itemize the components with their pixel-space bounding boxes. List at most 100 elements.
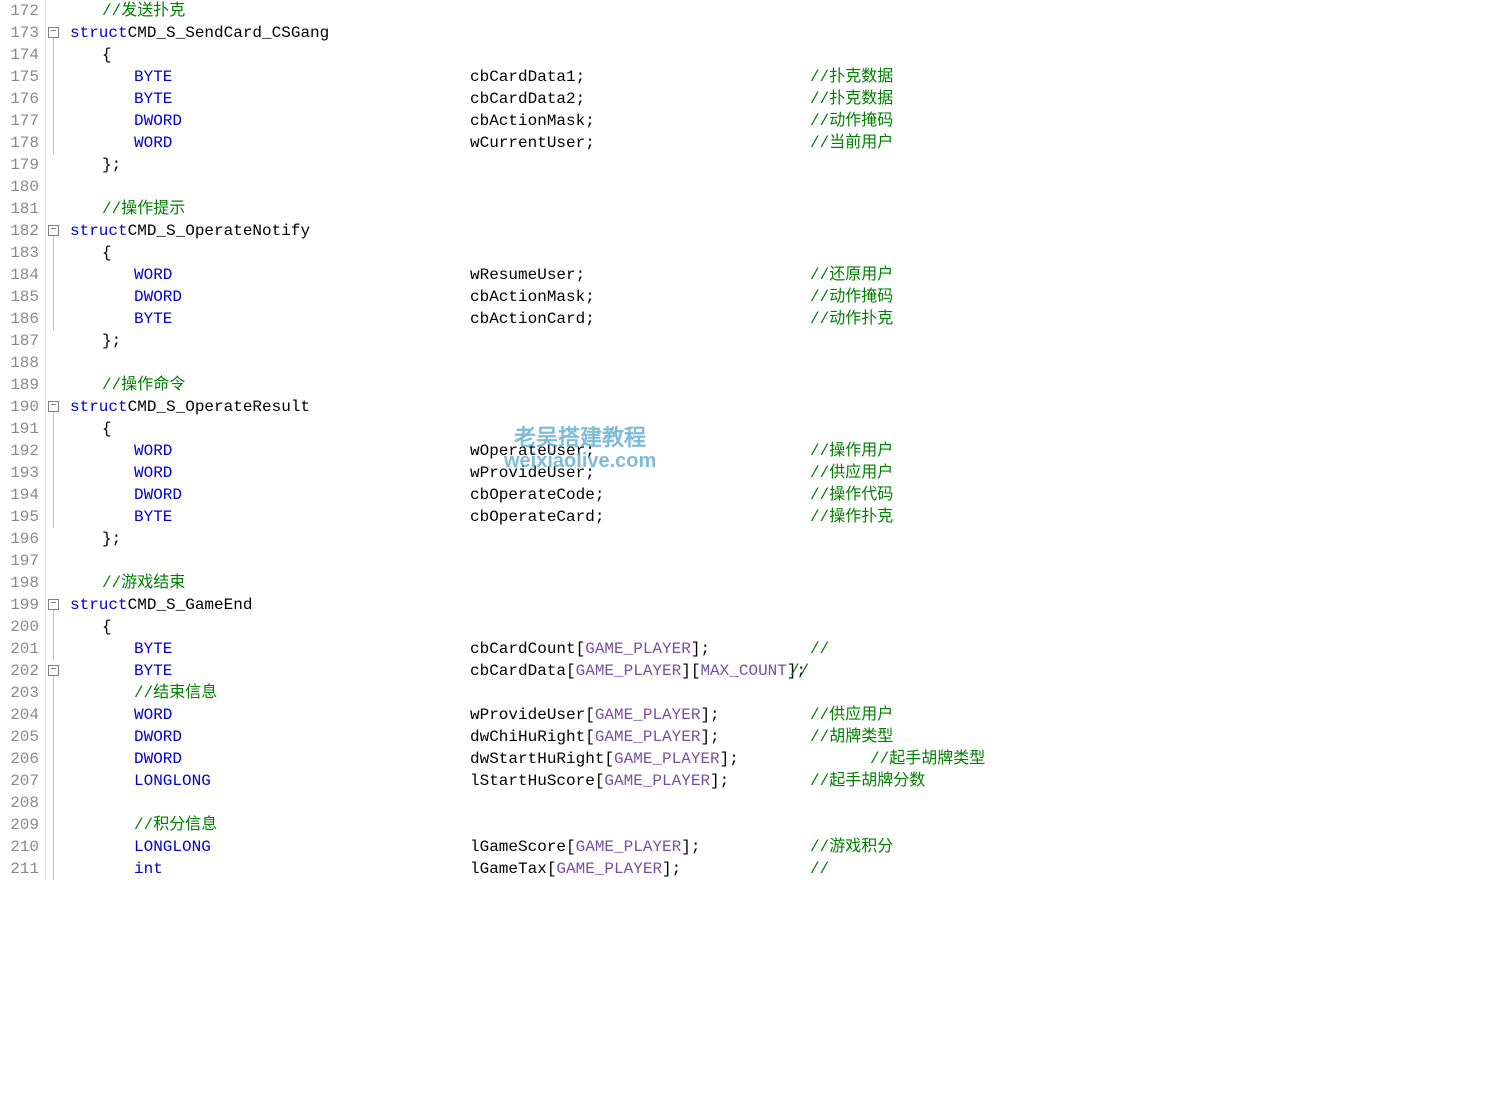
code-line[interactable]: struct CMD_S_GameEnd (70, 594, 1486, 616)
code-line[interactable] (70, 176, 1486, 198)
code-line[interactable]: WORDwProvideUser[GAME_PLAYER];//供应用户 (70, 704, 1486, 726)
field-name: cbCardData[GAME_PLAYER][MAX_COUNT]; (470, 660, 806, 682)
code-line[interactable]: //操作提示 (70, 198, 1486, 220)
code-line[interactable]: }; (70, 330, 1486, 352)
code-line[interactable]: BYTEcbCardData1;//扑克数据 (70, 66, 1486, 88)
inline-comment: //扑克数据 (810, 88, 893, 110)
brace: }; (102, 330, 121, 352)
line-number: 192 (4, 440, 39, 462)
inline-comment: // (790, 660, 809, 682)
line-number: 206 (4, 748, 39, 770)
line-number: 186 (4, 308, 39, 330)
fold-guide (53, 814, 54, 836)
line-number: 178 (4, 132, 39, 154)
code-line[interactable]: DWORDcbActionMask;//动作掩码 (70, 110, 1486, 132)
line-number: 207 (4, 770, 39, 792)
fold-guide (53, 682, 54, 704)
fold-toggle-icon[interactable]: − (48, 401, 59, 412)
code-line[interactable]: WORDwCurrentUser;//当前用户 (70, 132, 1486, 154)
code-line[interactable]: //游戏结束 (70, 572, 1486, 594)
comment: //操作提示 (102, 198, 185, 220)
keyword: struct (70, 22, 128, 44)
comment: //游戏结束 (102, 572, 185, 594)
type-keyword: WORD (134, 264, 172, 286)
code-line[interactable]: //发送扑克 (70, 0, 1486, 22)
field-name: cbCardCount[GAME_PLAYER]; (470, 638, 710, 660)
code-line[interactable]: }; (70, 528, 1486, 550)
type-keyword: BYTE (134, 66, 172, 88)
fold-column[interactable]: − − − − − (46, 0, 64, 880)
struct-name: CMD_S_GameEnd (128, 594, 253, 616)
code-line[interactable]: DWORDdwStartHuRight[GAME_PLAYER];//起手胡牌类… (70, 748, 1486, 770)
code-line[interactable] (70, 792, 1486, 814)
code-line[interactable] (70, 352, 1486, 374)
code-editor[interactable]: 1721731741751761771781791801811821831841… (0, 0, 1486, 880)
code-area[interactable]: 老吴搭建教程 weixiaolive.com //发送扑克struct CMD_… (64, 0, 1486, 880)
code-line[interactable]: //操作命令 (70, 374, 1486, 396)
code-line[interactable]: WORDwResumeUser;//还原用户 (70, 264, 1486, 286)
field-name: lGameScore[GAME_PLAYER]; (470, 836, 700, 858)
field-name: lGameTax[GAME_PLAYER]; (470, 858, 681, 880)
code-line[interactable]: struct CMD_S_SendCard_CSGang (70, 22, 1486, 44)
struct-name: CMD_S_SendCard_CSGang (128, 22, 330, 44)
line-number: 211 (4, 858, 39, 880)
fold-guide (53, 44, 54, 66)
line-number: 176 (4, 88, 39, 110)
code-line[interactable]: }; (70, 154, 1486, 176)
code-line[interactable]: WORDwProvideUser;//供应用户 (70, 462, 1486, 484)
fold-toggle-icon[interactable]: − (48, 27, 59, 38)
brace: { (102, 616, 112, 638)
code-line[interactable]: LONGLONGlGameScore[GAME_PLAYER];//游戏积分 (70, 836, 1486, 858)
code-line[interactable]: BYTEcbCardData[GAME_PLAYER][MAX_COUNT];/… (70, 660, 1486, 682)
code-line[interactable]: DWORDcbActionMask;//动作掩码 (70, 286, 1486, 308)
type-keyword: DWORD (134, 726, 182, 748)
fold-toggle-icon[interactable]: − (48, 225, 59, 236)
type-keyword: LONGLONG (134, 770, 211, 792)
field-name: cbOperateCode; (470, 484, 604, 506)
code-line[interactable]: intlGameTax[GAME_PLAYER];// (70, 858, 1486, 880)
code-line[interactable]: BYTEcbOperateCard;//操作扑克 (70, 506, 1486, 528)
code-line[interactable]: { (70, 242, 1486, 264)
brace: { (102, 242, 112, 264)
code-line[interactable]: struct CMD_S_OperateNotify (70, 220, 1486, 242)
code-line[interactable]: struct CMD_S_OperateResult (70, 396, 1486, 418)
type-keyword: DWORD (134, 286, 182, 308)
type-keyword: WORD (134, 132, 172, 154)
code-line[interactable]: { (70, 616, 1486, 638)
inline-comment: //供应用户 (810, 462, 893, 484)
field-name: cbCardData2; (470, 88, 585, 110)
fold-toggle-icon[interactable]: − (48, 665, 59, 676)
keyword: struct (70, 396, 128, 418)
type-keyword: WORD (134, 440, 172, 462)
inline-comment: //当前用户 (810, 132, 893, 154)
code-line[interactable]: { (70, 44, 1486, 66)
code-line[interactable]: BYTEcbActionCard;//动作扑克 (70, 308, 1486, 330)
code-line[interactable]: WORDwOperateUser;//操作用户 (70, 440, 1486, 462)
comment: //积分信息 (134, 814, 217, 836)
fold-guide (53, 616, 54, 638)
code-line[interactable]: BYTEcbCardData2;//扑克数据 (70, 88, 1486, 110)
fold-guide (53, 264, 54, 286)
code-line[interactable]: { (70, 418, 1486, 440)
type-keyword: WORD (134, 462, 172, 484)
type-keyword: DWORD (134, 110, 182, 132)
fold-guide (53, 792, 54, 814)
line-number: 190 (4, 396, 39, 418)
code-line[interactable]: //积分信息 (70, 814, 1486, 836)
code-line[interactable] (70, 550, 1486, 572)
brace: }; (102, 528, 121, 550)
inline-comment: //还原用户 (810, 264, 893, 286)
inline-comment: //动作掩码 (810, 110, 893, 132)
code-line[interactable]: LONGLONGlStartHuScore[GAME_PLAYER];//起手胡… (70, 770, 1486, 792)
type-keyword: DWORD (134, 484, 182, 506)
type-keyword: LONGLONG (134, 836, 211, 858)
line-number: 172 (4, 0, 39, 22)
code-line[interactable]: //结束信息 (70, 682, 1486, 704)
code-line[interactable]: BYTEcbCardCount[GAME_PLAYER];// (70, 638, 1486, 660)
fold-toggle-icon[interactable]: − (48, 599, 59, 610)
code-line[interactable]: DWORDdwChiHuRight[GAME_PLAYER];//胡牌类型 (70, 726, 1486, 748)
inline-comment: //动作掩码 (810, 286, 893, 308)
type-keyword: DWORD (134, 748, 182, 770)
code-line[interactable]: DWORDcbOperateCode;//操作代码 (70, 484, 1486, 506)
line-number: 182 (4, 220, 39, 242)
